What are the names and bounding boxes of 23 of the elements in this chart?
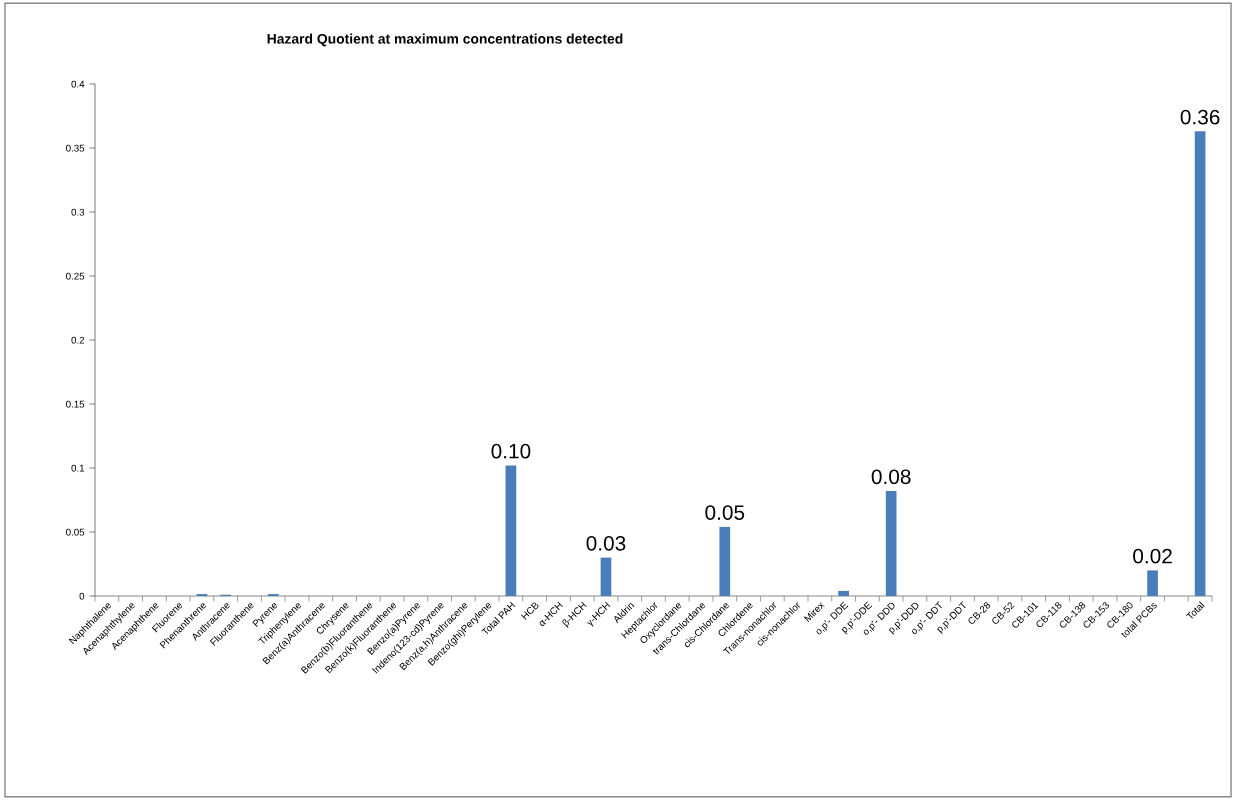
- y-tick-label: 0.4: [71, 80, 85, 88]
- data-label: 0.02: [1133, 548, 1172, 564]
- bar: [1194, 131, 1206, 596]
- y-tick-label: 0.25: [66, 272, 85, 280]
- bar: [719, 526, 731, 596]
- y-tick-label: 0.15: [66, 400, 85, 408]
- data-label: 0.36: [1180, 109, 1220, 125]
- bar: [1147, 570, 1158, 596]
- bar: [838, 590, 849, 596]
- bar: [505, 465, 517, 596]
- y-tick-label: 0.05: [66, 528, 85, 536]
- bar: [885, 491, 897, 596]
- bar: [600, 557, 612, 596]
- data-label: 0.05: [705, 505, 745, 520]
- y-tick-label: 0.3: [71, 208, 85, 216]
- chart-title: Hazard Quotient at maximum concentrations detected: [267, 33, 623, 47]
- data-label: 0.10: [491, 443, 531, 459]
- y-tick-label: 0.35: [66, 144, 85, 152]
- data-label: 0.08: [871, 469, 911, 485]
- y-tick-label: 0: [79, 592, 85, 600]
- y-tick-label: 0.1: [71, 464, 85, 472]
- y-tick-label: 0.2: [71, 336, 85, 344]
- data-label: 0.03: [586, 535, 626, 551]
